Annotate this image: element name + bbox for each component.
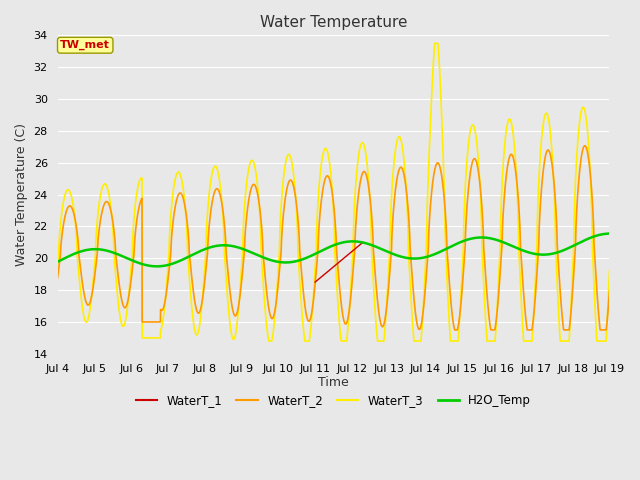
WaterT_2 bbox=[581, 143, 589, 149]
WaterT_2 bbox=[289, 181, 297, 187]
H2O_Temp bbox=[116, 252, 124, 258]
H2O_Temp bbox=[54, 259, 61, 264]
WaterT_1 bbox=[311, 279, 319, 285]
H2O_Temp bbox=[266, 257, 273, 263]
X-axis label: Time: Time bbox=[318, 376, 349, 389]
WaterT_1 bbox=[318, 274, 326, 279]
WaterT_3 bbox=[431, 40, 438, 46]
WaterT_3 bbox=[605, 268, 613, 274]
Text: TW_met: TW_met bbox=[60, 40, 110, 50]
WaterT_1 bbox=[332, 263, 339, 268]
WaterT_2 bbox=[149, 319, 157, 325]
WaterT_3 bbox=[536, 165, 543, 171]
WaterT_1 bbox=[350, 247, 358, 253]
WaterT_3 bbox=[54, 265, 61, 271]
WaterT_2 bbox=[54, 275, 61, 281]
H2O_Temp bbox=[536, 252, 543, 257]
H2O_Temp bbox=[595, 232, 603, 238]
WaterT_2 bbox=[536, 222, 543, 228]
H2O_Temp bbox=[605, 231, 613, 237]
Y-axis label: Water Temperature (C): Water Temperature (C) bbox=[15, 123, 28, 266]
Line: WaterT_1: WaterT_1 bbox=[315, 242, 363, 282]
Legend: WaterT_1, WaterT_2, WaterT_3, H2O_Temp: WaterT_1, WaterT_2, WaterT_3, H2O_Temp bbox=[131, 389, 536, 411]
WaterT_2 bbox=[116, 290, 124, 296]
Line: H2O_Temp: H2O_Temp bbox=[58, 234, 609, 266]
WaterT_3 bbox=[265, 338, 273, 344]
WaterT_1 bbox=[317, 275, 324, 280]
WaterT_3 bbox=[289, 169, 297, 175]
H2O_Temp bbox=[289, 259, 297, 264]
WaterT_2 bbox=[595, 315, 603, 321]
WaterT_1 bbox=[356, 241, 364, 247]
Title: Water Temperature: Water Temperature bbox=[260, 15, 407, 30]
WaterT_2 bbox=[266, 308, 273, 313]
WaterT_2 bbox=[451, 327, 459, 333]
Line: WaterT_3: WaterT_3 bbox=[58, 43, 609, 341]
WaterT_3 bbox=[116, 316, 124, 322]
WaterT_1 bbox=[332, 263, 339, 268]
WaterT_3 bbox=[266, 338, 273, 344]
WaterT_3 bbox=[149, 335, 157, 341]
Line: WaterT_2: WaterT_2 bbox=[58, 146, 609, 330]
WaterT_2 bbox=[605, 288, 613, 294]
WaterT_3 bbox=[595, 338, 603, 344]
WaterT_1 bbox=[359, 240, 367, 245]
H2O_Temp bbox=[153, 264, 161, 269]
H2O_Temp bbox=[149, 264, 157, 269]
